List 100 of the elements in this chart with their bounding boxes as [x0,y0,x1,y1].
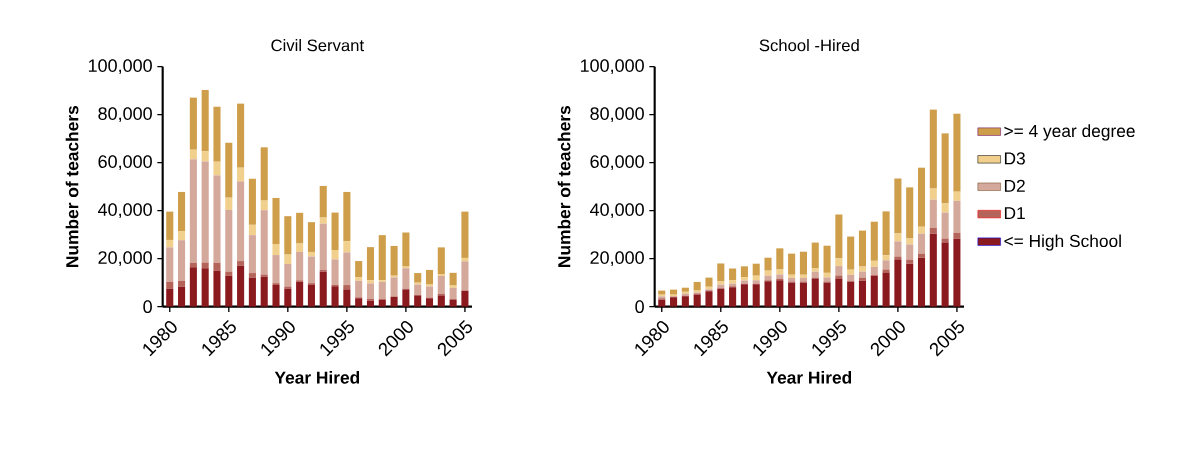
bar [248,224,256,235]
bar [296,212,304,244]
bar [740,284,748,307]
bar [343,284,351,290]
bar [705,277,713,287]
bar [402,289,410,307]
bar [953,191,961,201]
bar [929,199,937,228]
bar [355,277,363,281]
bar [437,275,445,294]
bar [237,181,245,261]
bar [870,260,878,267]
bar [764,275,772,281]
y-axis-title: Number of teachers [557,105,571,267]
bar [906,187,914,239]
bar [882,272,890,307]
bar [941,133,949,204]
bar [693,294,701,307]
bar [307,222,315,252]
bar [929,227,937,234]
y-tick-label: 60,000 [98,155,152,170]
bar [225,271,233,276]
bar [319,223,327,270]
bar [237,103,245,168]
bar [870,275,878,307]
bar [319,185,327,218]
bar [953,232,961,239]
bar [284,254,292,264]
y-tick-label: 80,000 [590,107,644,122]
bar [882,260,890,270]
bar [670,289,678,295]
bar [729,268,737,281]
bar [717,288,725,307]
bar [776,274,784,279]
bar [917,226,926,234]
bar [823,245,831,273]
bar [178,230,186,241]
y-axis-title: Number of teachers [65,105,79,267]
bar [788,274,796,278]
bar [284,288,292,307]
legend-label: >= 4 year degree [1004,124,1135,141]
bar [811,271,819,278]
bar [402,232,410,267]
bar [331,212,339,250]
y-tick-label: 80,000 [98,107,152,122]
bar [390,245,398,276]
bar [178,191,186,231]
bar [307,251,315,257]
bar [811,242,819,269]
bar [402,268,410,289]
bar [917,257,926,307]
bar [658,290,666,295]
bar [953,113,961,192]
bar [260,210,268,275]
bar [343,289,351,307]
bar [835,278,843,307]
bar [237,167,245,182]
bar [213,270,221,307]
bar [343,241,351,253]
bar [272,254,280,283]
bar [461,211,469,258]
bar [225,197,233,210]
bar [201,151,209,162]
y-tick-label: 0 [143,300,152,313]
bar [248,178,256,225]
bar [681,296,689,307]
bar [740,266,748,278]
bar [693,281,701,291]
bar [296,281,304,307]
bar [894,241,902,257]
bar [776,248,784,270]
bar [752,263,760,276]
bar [437,247,445,274]
bar [670,297,678,307]
bar [166,239,174,248]
bar [847,281,855,307]
bar [213,262,221,271]
bar [425,286,434,298]
bar [799,274,807,278]
bar [776,269,784,275]
x-axis-title: Year Hired [274,370,360,384]
bar [917,167,926,227]
bar [366,280,375,284]
bar [189,97,197,150]
bar [390,296,398,307]
bar [764,270,772,276]
bar [414,284,422,295]
bar [178,280,186,287]
legend-label: D1 [1004,206,1025,219]
bar [449,272,457,286]
bar [355,298,363,307]
bar [343,191,351,242]
bar [764,257,772,271]
bar [437,295,445,307]
bar [166,211,174,240]
bar [260,147,268,201]
bar [378,281,386,299]
bar [906,259,914,264]
y-tick-label: 40,000 [97,203,152,218]
bar [296,243,304,252]
